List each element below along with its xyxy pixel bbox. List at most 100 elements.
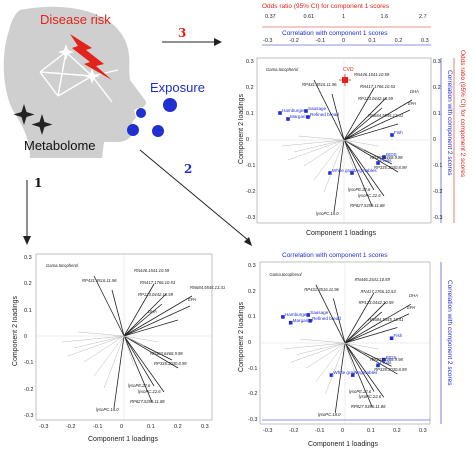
br-y-tick: 0.1 <box>248 314 256 321</box>
tr-y-tick: -0.1 <box>246 163 256 169</box>
tr-food-point <box>328 171 332 175</box>
tr-food-label: Hamburger <box>282 108 305 113</box>
br-x-tick: 0.1 <box>367 428 375 434</box>
tr-food-point <box>382 155 386 159</box>
br-food-label: Hamburger <box>284 311 308 317</box>
bl-metabolite-label: lysoPC.18.0 <box>96 407 119 412</box>
br-grey-vector <box>284 342 346 350</box>
bl-grey-vector <box>103 335 125 389</box>
bl-metabolite-vector <box>123 335 165 393</box>
br-y-tick: 0.2 <box>248 288 256 295</box>
br-metabolite-label: EPA <box>407 305 416 311</box>
bl-x-tick: -0.2 <box>66 424 76 430</box>
br-food-point <box>376 363 380 368</box>
br-metabolite-vector <box>344 313 410 344</box>
exposure-dots <box>127 98 177 137</box>
bl-y-tick: 0.1 <box>24 307 32 314</box>
top-right-loading-vectors <box>278 79 413 213</box>
br-metabolite-vector <box>344 342 385 398</box>
tr-grey-vector <box>343 139 365 151</box>
bl-grey-vector <box>67 335 125 357</box>
head-silhouette <box>3 6 147 158</box>
tr-corr-tick: 0.2 <box>394 38 403 44</box>
tr-metabolite-label: RN417.1766.10.53 <box>360 84 396 89</box>
br-food-label: Refined bread <box>312 315 341 321</box>
br-grey-vector <box>325 342 346 394</box>
bl-x-tick: 0.2 <box>174 424 182 430</box>
tr-metabolite-label: lysoPC.18.0 <box>316 211 339 216</box>
bl-grey-vector <box>123 335 135 367</box>
tr-metabolite-label: RN684.5545.13.41 <box>368 113 404 118</box>
bl-metabolite-vector <box>111 289 125 337</box>
br-metabolite-vector <box>344 311 383 344</box>
tr-y-tick: 0.3 <box>246 59 254 65</box>
bl-grey-vector <box>83 335 125 363</box>
metabolome-stars <box>13 104 53 135</box>
bottom-left-grey-vectors <box>61 331 159 389</box>
tr-metabolite-vector <box>313 79 345 141</box>
br-metabolite-label: RN417.1766.10.53 <box>360 288 396 294</box>
br-x-tick: -0.1 <box>315 428 325 434</box>
tr-metabolite-label: Gama.tocopherol <box>266 67 299 72</box>
process-arrows <box>23 38 252 246</box>
br-food-label: BIDS <box>385 354 397 360</box>
tr-food-point <box>350 171 354 175</box>
bottom-left-loading-vectors <box>93 275 193 409</box>
bl-grey-vector <box>77 331 125 337</box>
tr-y-tick: -0.3 <box>246 215 256 221</box>
bl-grey-vector <box>93 335 125 377</box>
bl-metabolite-label: RN684.5545.13.41 <box>190 285 226 290</box>
br-grey-vector <box>344 342 355 373</box>
bl-y-tick: 0.3 <box>24 255 32 261</box>
bl-metabolite-label: EPA <box>188 297 197 302</box>
br-food-label: Vegetables <box>354 370 378 376</box>
tr-or-tick: 1.6 <box>380 14 389 20</box>
top-right-grey-vectors <box>281 135 379 193</box>
br-metabolite-vector <box>344 342 398 375</box>
tr-food-label: Sausage <box>308 106 327 111</box>
tr-corr-top-label: Correlation with component 1 scores <box>282 30 388 37</box>
bl-metabolite-label: lysoPE.22.6 <box>128 383 151 388</box>
tr-metabolite-label: RP303.6468.9.98 <box>370 155 403 160</box>
disease-risk-label: Disease risk <box>40 12 111 27</box>
bl-metabolite-label: Gama.tocopherol <box>46 263 79 268</box>
bottom-right-loading-vectors <box>281 284 412 413</box>
br-metabolite-vector <box>344 327 398 344</box>
bl-metabolite-vector <box>123 293 167 337</box>
br-grey-vector <box>306 342 346 369</box>
tr-corr-tick: 0.3 <box>421 38 429 44</box>
tr-food-label: Vegetables <box>354 168 377 173</box>
bl-metabolite-vector <box>123 335 179 369</box>
br-x-tick: 0.3 <box>419 428 427 434</box>
head-network-nodes <box>58 44 100 84</box>
br-food-label: White grain <box>333 370 357 376</box>
arrow-2-label: 2 <box>184 162 193 176</box>
tr-grey-vector <box>303 139 345 167</box>
tr-odds-ratio-right-label: Odds ratio (95% CI) for component 2 scor… <box>459 50 466 178</box>
br-metabolite-label: RP827.5356.11.88 <box>350 404 386 410</box>
tr-food-point <box>286 117 290 121</box>
tr-right-tick: -0.3 <box>433 215 443 221</box>
tr-grey-vector <box>313 139 345 181</box>
br-metabolite-label: lysoPC.22.6 <box>358 394 382 400</box>
bl-ylabel: Component 2 loadings <box>12 296 19 367</box>
bl-metabolite-label: RN417.1766.10.53 <box>140 280 176 285</box>
plot-bottom-right <box>259 261 442 425</box>
br-metabolite-label: RP431.3516.11.96 <box>304 286 339 292</box>
tr-food-point <box>390 133 394 137</box>
bl-y-tick: -0.3 <box>24 413 34 419</box>
br-metabolite-label: lysoPE.22.6 <box>348 388 372 394</box>
tr-right-tick: 0.3 <box>433 59 441 65</box>
tr-metabolite-label: lysoPE.22.6 <box>348 187 371 192</box>
tr-metabolite-vector <box>343 139 399 173</box>
bl-x-tick: 0.3 <box>201 424 209 430</box>
bl-grey-vector <box>61 335 125 343</box>
tr-corr-tick: -0.2 <box>289 38 299 44</box>
tr-or-tick: 0.37 <box>265 14 276 20</box>
bl-x-tick: 0.1 <box>147 424 155 430</box>
bl-metabolite-label: RP335.3030.8.99 <box>154 361 187 366</box>
br-food-point <box>382 357 386 362</box>
tr-right-tick: 0.1 <box>433 111 441 117</box>
tr-metabolite-label: RP431.3516.11.96 <box>302 82 337 87</box>
br-food-point <box>281 315 285 319</box>
